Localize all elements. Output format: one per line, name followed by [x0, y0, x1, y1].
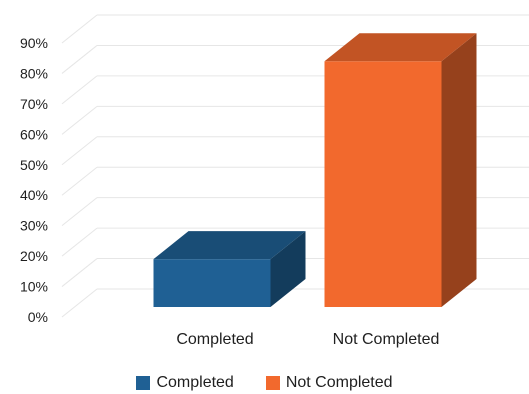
gridline-depth [61, 105, 98, 135]
gridline-depth [61, 166, 98, 196]
y-tick-label: 0% [28, 309, 48, 325]
bar-completed [153, 259, 271, 307]
chart: 0% 10% 20% 30% 40% 50% 60% 70% 80% 90% Completed N… [20, 14, 529, 348]
y-tick-label: 20% [20, 248, 48, 264]
y-tick-label: 50% [20, 157, 48, 173]
gridline-depth [61, 75, 98, 105]
x-tick-label-completed: Completed [176, 331, 253, 348]
bar-top-not-completed [324, 33, 477, 62]
legend-swatch-completed [136, 376, 151, 390]
bar-not-completed [324, 61, 442, 308]
y-tick-label: 90% [20, 35, 48, 51]
gridline-depth [61, 197, 98, 227]
x-axis: Completed Not Completed [176, 331, 439, 348]
gridline-depth [61, 258, 98, 287]
y-tick-label: 80% [20, 65, 48, 81]
legend-item-not-completed[interactable]: Not Completed [265, 374, 393, 392]
gridline-depth [61, 45, 98, 74]
y-tick-label: 70% [20, 96, 48, 112]
legend-swatch-not-completed [265, 376, 280, 390]
bar-side-completed [270, 231, 306, 307]
bar-side-not-completed [441, 33, 477, 308]
x-tick-label-not-completed: Not Completed [333, 331, 440, 348]
y-tick-label: 30% [20, 218, 48, 234]
y-tick-label: 10% [20, 279, 48, 295]
legend: Completed Not Completed [0, 372, 529, 394]
gridline-depth [61, 136, 98, 166]
y-tick-label: 60% [20, 126, 48, 142]
gridline-depth [61, 288, 98, 318]
legend-item-completed[interactable]: Completed [136, 374, 234, 392]
y-axis: 0% 10% 20% 30% 40% 50% 60% 70% 80% 90% [20, 35, 48, 325]
gridline-depth [61, 14, 98, 44]
gridline-depth [61, 227, 98, 257]
bars [153, 33, 477, 308]
y-tick-label: 40% [20, 187, 48, 203]
bar-top-completed [153, 231, 306, 260]
legend-label-completed: Completed [156, 374, 234, 391]
legend-label-not-completed: Not Completed [285, 374, 393, 391]
